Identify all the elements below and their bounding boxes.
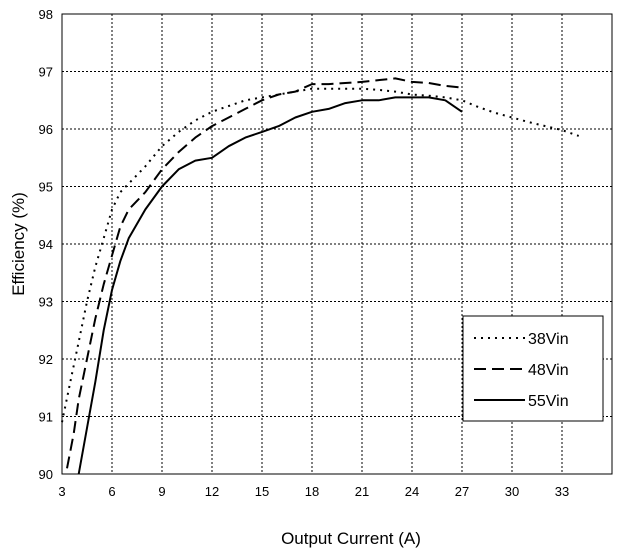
y-tick-label: 95 [39, 180, 53, 195]
x-axis-title: Output Current (A) [281, 529, 421, 548]
x-tick-label: 3 [58, 484, 65, 499]
x-tick-label: 24 [405, 484, 419, 499]
x-tick-label: 6 [108, 484, 115, 499]
x-tick-label: 21 [355, 484, 369, 499]
legend: 38Vin 48Vin 55Vin [462, 315, 604, 422]
y-tick-label: 93 [39, 295, 53, 310]
series-line-55vin [77, 96, 463, 475]
legend-label-38vin: 38Vin [528, 331, 569, 348]
x-tick-label: 12 [205, 484, 219, 499]
x-tick-label: 9 [158, 484, 165, 499]
y-tick-label: 96 [39, 122, 53, 137]
legend-label-48vin: 48Vin [528, 362, 569, 379]
y-tick-label: 97 [39, 65, 53, 80]
legend-label-55vin: 55Vin [528, 393, 569, 410]
tick-labels: 3 6 9 12 15 18 21 24 27 30 33 90 91 92 93 94 95 96 97 98 [39, 7, 570, 499]
gridlines [62, 14, 612, 474]
x-tick-label: 27 [455, 484, 469, 499]
y-tick-label: 90 [39, 467, 53, 482]
x-tick-label: 30 [505, 484, 519, 499]
series-lines [61, 77, 580, 475]
y-tick-label: 92 [39, 352, 53, 367]
x-tick-label: 18 [305, 484, 319, 499]
y-tick-label: 94 [39, 237, 53, 252]
y-axis-title: Efficiency (%) [9, 192, 28, 296]
y-tick-label: 98 [39, 7, 53, 22]
plot-area-frame [61, 13, 613, 475]
legend-box [462, 315, 604, 422]
y-tick-label: 91 [39, 410, 53, 425]
x-tick-label: 33 [555, 484, 569, 499]
series-line-48vin [66, 77, 463, 469]
x-tick-label: 15 [255, 484, 269, 499]
